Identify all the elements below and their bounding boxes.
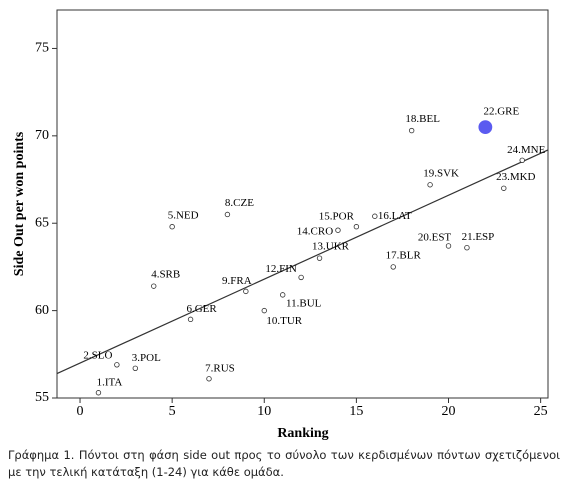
point-label: 15.POR bbox=[319, 210, 355, 222]
point bbox=[501, 185, 507, 191]
point bbox=[408, 127, 415, 134]
point-label: 21.ESP bbox=[462, 231, 495, 243]
x-tick-label: 5 bbox=[169, 404, 176, 419]
point bbox=[464, 244, 470, 251]
point-label: 10.TUR bbox=[266, 315, 302, 327]
point bbox=[519, 157, 525, 164]
chart: Ranking Side Out per won points 0 5 10 15 20… bbox=[12, 9, 549, 441]
point bbox=[445, 243, 452, 249]
point bbox=[353, 224, 360, 230]
point-label: 5.NED bbox=[168, 209, 199, 221]
point bbox=[169, 224, 175, 230]
point-label: 14.CRO bbox=[297, 226, 333, 238]
point-label: 16.LAT bbox=[378, 210, 412, 222]
plot-frame bbox=[56, 9, 549, 399]
point bbox=[243, 288, 249, 295]
point-label: 22.GRE bbox=[483, 106, 519, 118]
point bbox=[151, 283, 157, 289]
point-label: 11.BUL bbox=[286, 297, 322, 309]
point-label: 12.FIN bbox=[265, 263, 297, 275]
x-tick-label: 25 bbox=[534, 404, 548, 419]
point-label: 7.RUS bbox=[205, 362, 235, 374]
point-label: 2.SLO bbox=[83, 349, 112, 361]
x-tick-label: 15 bbox=[349, 404, 363, 419]
highlight-point bbox=[478, 120, 493, 134]
point-label: 9.FRA bbox=[222, 275, 252, 287]
point bbox=[187, 316, 194, 323]
fit-line bbox=[56, 149, 549, 375]
point bbox=[95, 390, 102, 396]
point-label: 23.MKD bbox=[496, 171, 535, 183]
point-label: 18.BEL bbox=[405, 113, 440, 125]
y-axis-label: Side Out per won points bbox=[12, 131, 27, 276]
point-label: 6.GER bbox=[186, 303, 217, 315]
point bbox=[114, 362, 120, 368]
caption: Γράφημα 1. Πόντοι στη φάση side out προς… bbox=[8, 448, 560, 479]
point bbox=[261, 307, 267, 314]
point-label: 20.EST bbox=[418, 231, 452, 243]
y-tick-label: 75 bbox=[35, 41, 49, 56]
point bbox=[372, 213, 378, 219]
point bbox=[427, 182, 433, 188]
point-label: 1.ITA bbox=[97, 376, 123, 388]
y-tick-label: 70 bbox=[35, 128, 49, 143]
point bbox=[298, 274, 304, 281]
point-label: 19.SVK bbox=[423, 167, 459, 179]
point-label: 4.SRB bbox=[151, 269, 180, 281]
point-label: 8.CZE bbox=[225, 197, 254, 209]
point-label: 17.BLR bbox=[386, 249, 422, 261]
point bbox=[335, 227, 341, 233]
x-tick-label: 20 bbox=[442, 404, 456, 419]
y-tick-label: 60 bbox=[35, 303, 49, 318]
point-label: 24.MNE bbox=[507, 144, 545, 156]
point bbox=[132, 365, 139, 371]
x-axis-label: Ranking bbox=[277, 426, 328, 441]
y-tick-label: 55 bbox=[35, 390, 49, 405]
x-tick-label: 10 bbox=[257, 404, 271, 419]
point bbox=[206, 376, 212, 382]
point bbox=[279, 292, 286, 298]
point bbox=[224, 211, 231, 218]
point-label: 3.POL bbox=[132, 352, 161, 364]
y-tick-label: 65 bbox=[35, 215, 49, 230]
point bbox=[316, 255, 323, 261]
point-label: 13.UKR bbox=[312, 241, 350, 253]
point bbox=[390, 264, 396, 270]
x-tick-label: 0 bbox=[77, 404, 84, 419]
